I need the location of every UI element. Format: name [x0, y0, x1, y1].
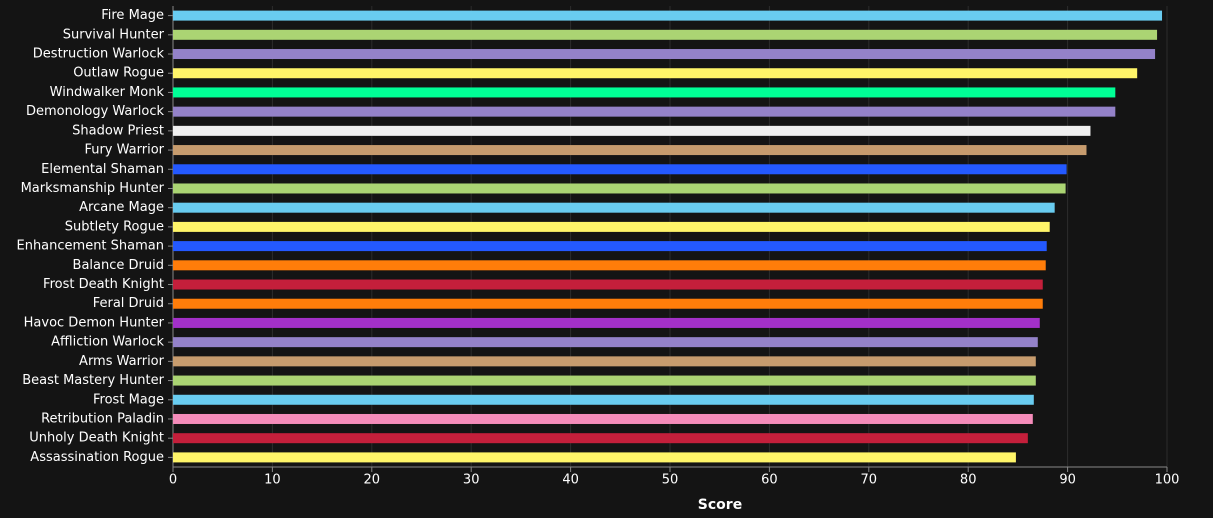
- y-tick-label: Frost Death Knight: [43, 277, 164, 292]
- x-tick-label: 80: [960, 473, 977, 488]
- bar: [173, 164, 1067, 175]
- bar: [173, 29, 1158, 40]
- bar: [173, 394, 1034, 405]
- bar: [173, 413, 1033, 424]
- bar: [173, 125, 1091, 136]
- bar: [173, 106, 1116, 117]
- bar: [173, 298, 1043, 309]
- y-tick-label: Survival Hunter: [63, 27, 165, 42]
- bar: [173, 356, 1036, 367]
- y-tick-label: Retribution Paladin: [41, 411, 164, 426]
- bar: [173, 202, 1055, 213]
- bar: [173, 68, 1138, 79]
- x-tick-label: 90: [1059, 473, 1076, 488]
- bar: [173, 337, 1038, 348]
- y-tick-label: Frost Mage: [93, 392, 164, 407]
- y-tick-label: Outlaw Rogue: [73, 66, 164, 81]
- x-tick-label: 0: [169, 473, 177, 488]
- bar: [173, 433, 1028, 444]
- bar: [173, 49, 1156, 60]
- bar: [173, 183, 1066, 194]
- y-tick-label: Enhancement Shaman: [16, 239, 164, 254]
- bar: [173, 87, 1116, 98]
- x-tick-label: 30: [463, 473, 480, 488]
- x-tick-label: 20: [364, 473, 381, 488]
- bar: [173, 260, 1046, 271]
- x-tick-label: 60: [761, 473, 778, 488]
- y-tick-label: Fire Mage: [101, 8, 164, 23]
- y-tick-label: Windwalker Monk: [50, 85, 165, 100]
- y-tick-label: Demonology Warlock: [26, 104, 165, 119]
- x-tick-label: 40: [562, 473, 579, 488]
- x-tick-label: 100: [1155, 473, 1180, 488]
- x-tick-label: 10: [264, 473, 281, 488]
- bar: [173, 145, 1087, 156]
- bar: [173, 279, 1043, 290]
- x-tick-label: 50: [662, 473, 679, 488]
- y-tick-label: Elemental Shaman: [41, 162, 164, 177]
- y-tick-label: Feral Druid: [93, 296, 164, 311]
- y-tick-label: Assassination Rogue: [30, 450, 164, 465]
- y-tick-label: Marksmanship Hunter: [21, 181, 165, 196]
- y-tick-label: Arms Warrior: [79, 354, 165, 369]
- y-tick-label: Beast Mastery Hunter: [22, 373, 164, 388]
- y-tick-label: Subtlety Rogue: [65, 219, 164, 234]
- y-tick-label: Fury Warrior: [84, 143, 164, 158]
- bar: [173, 241, 1047, 252]
- y-tick-label: Affliction Warlock: [51, 335, 164, 350]
- bar: [173, 375, 1036, 386]
- y-tick-label: Havoc Demon Hunter: [24, 315, 165, 330]
- y-tick-label: Unholy Death Knight: [29, 431, 164, 446]
- y-tick-label: Shadow Priest: [72, 123, 164, 138]
- y-tick-label: Destruction Warlock: [33, 47, 165, 62]
- x-tick-label: 70: [861, 473, 878, 488]
- bar: [173, 317, 1040, 328]
- bar: [173, 221, 1050, 232]
- y-tick-label: Arcane Mage: [79, 200, 164, 215]
- y-tick-label: Balance Druid: [73, 258, 164, 273]
- bar: [173, 452, 1016, 463]
- bar: [173, 10, 1163, 21]
- x-axis-title: Score: [698, 497, 742, 513]
